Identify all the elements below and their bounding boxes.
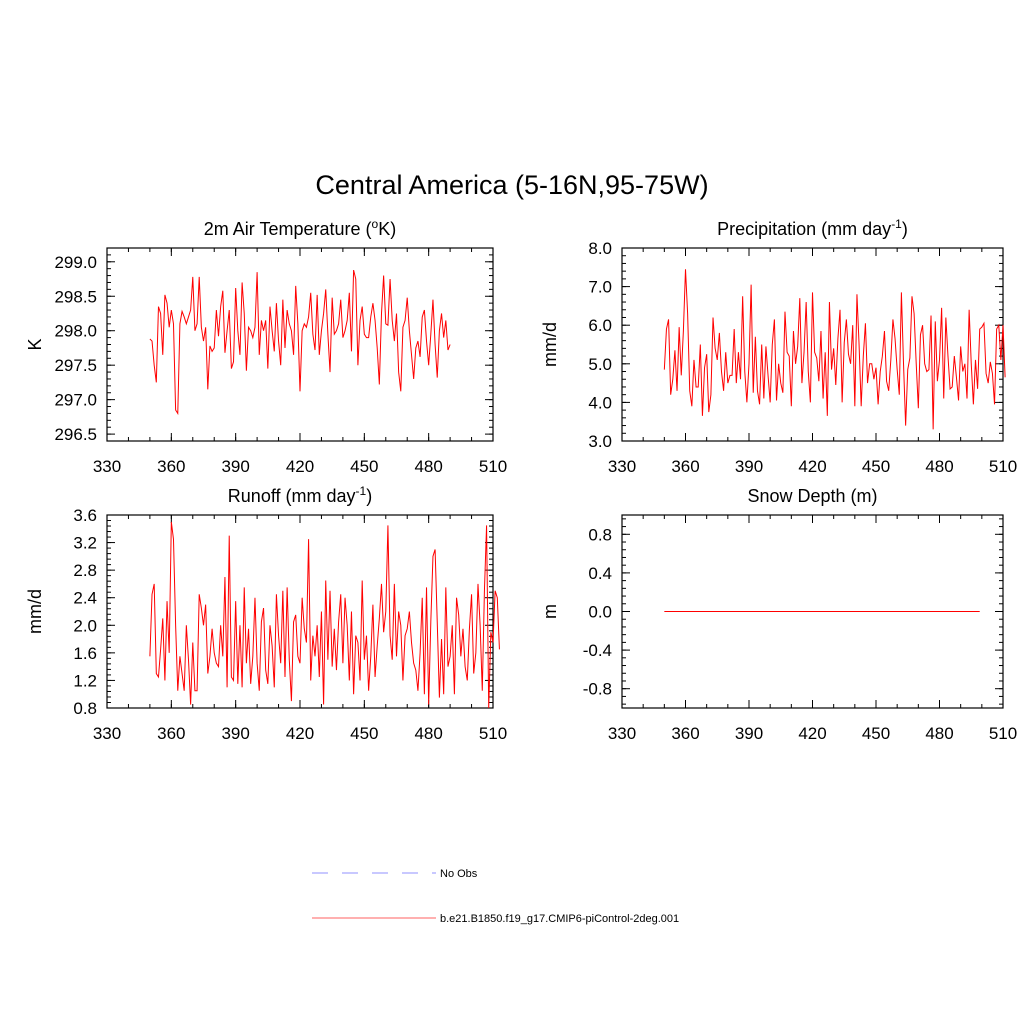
y-tick-label: 3.2 xyxy=(73,534,97,553)
x-tick-label: 420 xyxy=(286,724,314,743)
x-tick-label: 330 xyxy=(608,457,636,476)
y-tick-label: 2.4 xyxy=(73,589,97,608)
x-tick-label: 480 xyxy=(925,457,953,476)
x-tick-label: 360 xyxy=(671,724,699,743)
y-tick-label: 8.0 xyxy=(588,239,612,258)
panels-group: 330 360 390 420 450 480 510 296.5 297.0 297.5 298.… xyxy=(25,217,1017,743)
x-tick-label: 330 xyxy=(93,457,121,476)
series-line xyxy=(149,269,451,416)
panel-1: 330 360 390 420 450 480 510 3.0 4.0 5.0 6.0 7.0 8.0 P… xyxy=(540,217,1017,476)
y-tick-label: 298.5 xyxy=(54,287,97,306)
y-tick-label: 5.0 xyxy=(588,355,612,374)
y-axis-label: mm/d xyxy=(540,322,560,367)
legend: No Obs b.e21.B1850.f19_g17.CMIP6-piContr… xyxy=(312,868,679,925)
x-tick-label: 480 xyxy=(925,724,953,743)
y-tick-label: -0.4 xyxy=(583,641,612,660)
panel-title: 2m Air Temperature (oK) xyxy=(204,217,396,239)
x-tick-label: 420 xyxy=(286,457,314,476)
y-tick-label: 0.0 xyxy=(588,603,612,622)
x-tick-label: 360 xyxy=(157,724,185,743)
x-tick-label: 510 xyxy=(479,724,507,743)
y-tick-label: 296.5 xyxy=(54,425,97,444)
x-tick-label: 450 xyxy=(350,457,378,476)
y-tick-label: 4.0 xyxy=(588,393,612,412)
y-axis-label: mm/d xyxy=(25,589,45,634)
x-tick-label: 330 xyxy=(608,724,636,743)
y-tick-label: 299.0 xyxy=(54,253,97,272)
x-tick-label: 390 xyxy=(735,457,763,476)
x-tick-label: 360 xyxy=(671,457,699,476)
x-tick-label: 390 xyxy=(735,724,763,743)
y-tick-label: 3.6 xyxy=(73,506,97,525)
y-tick-label: 7.0 xyxy=(588,278,612,297)
y-axis-label: K xyxy=(25,338,45,350)
y-tick-label: 1.6 xyxy=(73,644,97,663)
y-tick-label: 298.0 xyxy=(54,322,97,341)
panel-3: 330 360 390 420 450 480 510 -0.8 -0.4 0.0 0.4 0.8 Sn… xyxy=(540,486,1017,743)
legend-label-no-obs: No Obs xyxy=(440,868,478,880)
x-tick-label: 420 xyxy=(798,724,826,743)
y-axis-label: m xyxy=(540,604,560,619)
x-tick-label: 480 xyxy=(414,724,442,743)
x-tick-label: 420 xyxy=(798,457,826,476)
x-tick-label: 450 xyxy=(350,724,378,743)
series-line xyxy=(149,521,500,709)
series-line xyxy=(663,269,1006,430)
x-tick-label: 450 xyxy=(862,724,890,743)
y-tick-label: 2.0 xyxy=(73,616,97,635)
x-tick-label: 510 xyxy=(989,724,1017,743)
y-tick-label: 297.5 xyxy=(54,356,97,375)
panel-0: 330 360 390 420 450 480 510 296.5 297.0 297.5 298.… xyxy=(25,217,507,476)
y-tick-label: 0.8 xyxy=(73,699,97,718)
y-tick-label: 2.8 xyxy=(73,561,97,580)
panel-frame xyxy=(621,247,1004,442)
panel-title: Runoff (mm day-1) xyxy=(228,484,372,506)
x-tick-label: 360 xyxy=(157,457,185,476)
legend-label-model: b.e21.B1850.f19_g17.CMIP6-piControl-2deg… xyxy=(440,913,679,925)
x-tick-label: 450 xyxy=(862,457,890,476)
x-tick-label: 330 xyxy=(93,724,121,743)
y-tick-label: 0.4 xyxy=(588,564,612,583)
y-tick-label: 297.0 xyxy=(54,391,97,410)
y-tick-label: -0.8 xyxy=(583,680,612,699)
y-tick-label: 0.8 xyxy=(588,525,612,544)
y-tick-label: 6.0 xyxy=(588,316,612,335)
x-tick-label: 510 xyxy=(989,457,1017,476)
x-tick-label: 510 xyxy=(479,457,507,476)
x-tick-label: 390 xyxy=(221,457,249,476)
panel-title: Precipitation (mm day-1) xyxy=(717,217,908,239)
y-tick-label: 1.2 xyxy=(73,671,97,690)
x-tick-label: 390 xyxy=(221,724,249,743)
x-tick-label: 480 xyxy=(414,457,442,476)
y-tick-label: 3.0 xyxy=(588,432,612,451)
figure-title: Central America (5-16N,95-75W) xyxy=(315,170,708,200)
panel-title: Snow Depth (m) xyxy=(747,486,877,506)
panel-2: 330 360 390 420 450 480 510 0.8 1.2 1.6 2.0 2.4 2.8 3… xyxy=(25,484,507,743)
